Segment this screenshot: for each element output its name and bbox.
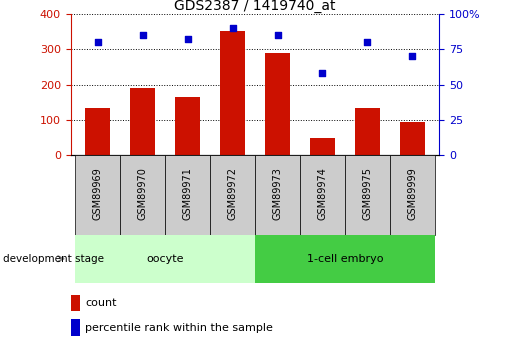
Bar: [75, 155, 120, 235]
Point: [93, 39, 102, 45]
Text: development stage: development stage: [3, 254, 104, 264]
Bar: [255, 155, 300, 235]
Text: GSM89973: GSM89973: [273, 167, 282, 220]
Text: GSM89971: GSM89971: [183, 167, 192, 220]
Point: [138, 32, 146, 38]
Bar: [165, 155, 210, 235]
Title: GDS2387 / 1419740_at: GDS2387 / 1419740_at: [174, 0, 336, 13]
Text: GSM89974: GSM89974: [318, 167, 327, 220]
Point: [274, 32, 282, 38]
Bar: [85, 108, 110, 155]
Text: count: count: [85, 298, 117, 308]
Text: GSM89975: GSM89975: [363, 167, 372, 220]
Bar: [255, 235, 435, 283]
Text: GSM89969: GSM89969: [93, 167, 103, 220]
Bar: [175, 97, 200, 155]
Bar: [400, 122, 425, 155]
Point: [319, 70, 327, 76]
Bar: [265, 53, 290, 155]
Text: oocyte: oocyte: [146, 254, 184, 264]
Text: GSM89970: GSM89970: [138, 167, 147, 220]
Point: [183, 37, 191, 42]
Text: GSM89972: GSM89972: [228, 167, 237, 220]
Bar: [75, 235, 255, 283]
Bar: [310, 138, 335, 155]
Bar: [220, 31, 245, 155]
Text: GSM89999: GSM89999: [408, 167, 417, 220]
Text: 1-cell embryo: 1-cell embryo: [307, 254, 383, 264]
Bar: [71, 295, 80, 311]
Point: [409, 53, 417, 59]
Bar: [390, 155, 435, 235]
Bar: [130, 88, 155, 155]
Point: [228, 25, 236, 31]
Bar: [120, 155, 165, 235]
Bar: [345, 155, 390, 235]
Text: percentile rank within the sample: percentile rank within the sample: [85, 323, 273, 333]
Bar: [71, 319, 80, 336]
Point: [364, 39, 372, 45]
Bar: [300, 155, 345, 235]
Bar: [210, 155, 255, 235]
Bar: [355, 108, 380, 155]
